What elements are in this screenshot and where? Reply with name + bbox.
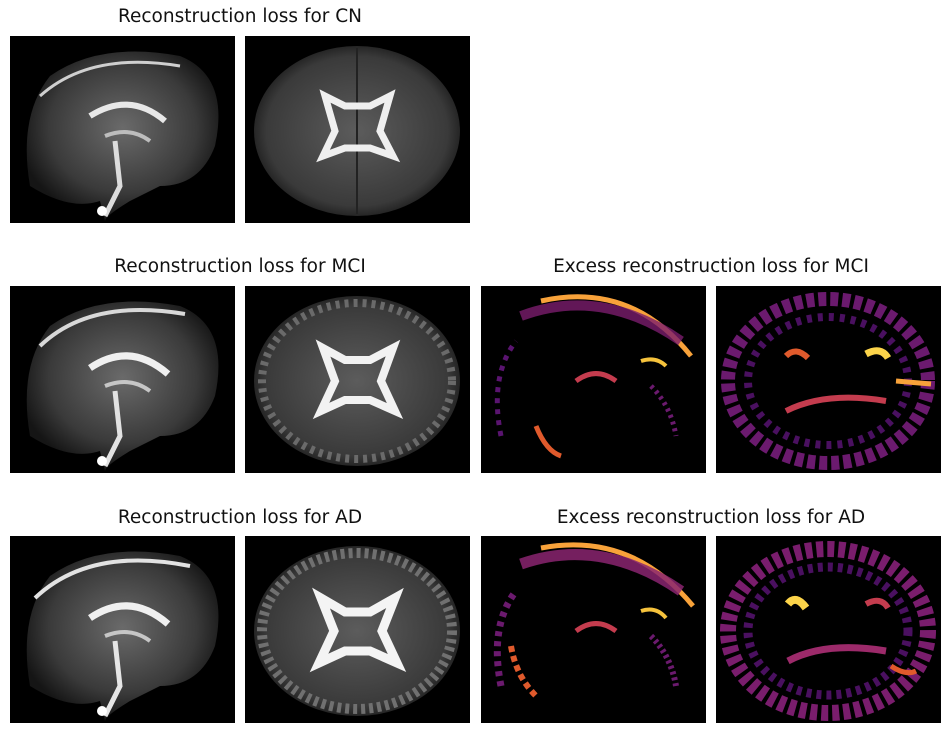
ad-axial-image	[245, 536, 470, 723]
mci-excess-sagittal-image	[481, 286, 706, 473]
cn-axial-image	[245, 36, 470, 223]
mci-excess-axial-image	[716, 286, 941, 473]
ad-title: Reconstruction loss for AD	[117, 507, 363, 528]
ad-excess-title: Excess reconstruction loss for AD	[556, 507, 866, 528]
mci-sagittal-image	[10, 286, 235, 473]
ad-excess-sagittal-image	[481, 536, 706, 723]
mci-title: Reconstruction loss for MCI	[114, 256, 366, 277]
ad-sagittal-image	[10, 536, 235, 723]
mci-axial-image	[245, 286, 470, 473]
cn-sagittal-image	[10, 36, 235, 223]
cn-title: Reconstruction loss for CN	[117, 6, 363, 27]
ad-excess-axial-image	[716, 536, 941, 723]
mci-excess-title: Excess reconstruction loss for MCI	[553, 256, 869, 277]
